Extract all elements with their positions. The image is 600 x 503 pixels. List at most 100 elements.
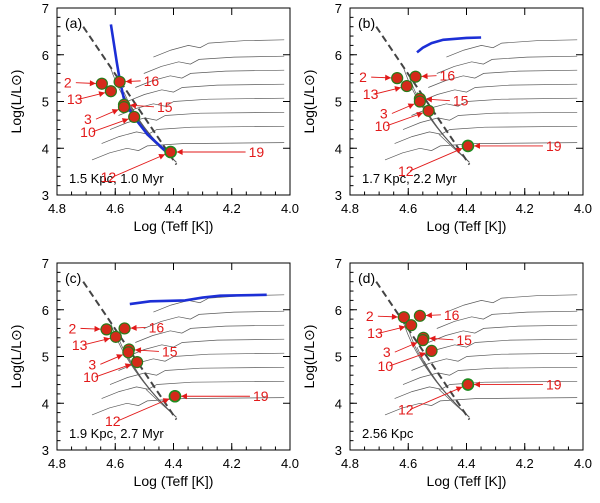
panel-annotation: 1.7 Kpc, 2.2 Myr [362, 171, 457, 186]
panel-d: 4.8 4.6 4.4 4.2 4.0 3 4 5 6 7 Log (Teff [K]) Log(L/… [301, 256, 592, 489]
y-tick-label: 5 [335, 350, 342, 365]
evolutionary-track [91, 397, 285, 416]
isochrone-line [130, 361, 177, 418]
star-label: 15 [157, 99, 173, 115]
x-tick-label: 4.6 [106, 456, 124, 471]
label-arrow [409, 386, 463, 410]
x-tick-label: 4.2 [516, 456, 534, 471]
arrow-head [385, 74, 392, 81]
label-arrow [386, 112, 424, 127]
evolutionary-track [384, 397, 578, 416]
x-tick-label: 4.8 [48, 456, 66, 471]
star-label: 2 [366, 308, 374, 324]
evolutionary-track [109, 366, 285, 385]
y-axis-label: Log(L/L⊙) [8, 70, 24, 134]
star-label: 12 [398, 402, 414, 418]
plot-area [375, 281, 578, 421]
star-label: 10 [378, 358, 394, 374]
star-label: 16 [144, 73, 160, 89]
arrow-head [180, 393, 187, 400]
evolutionary-track [446, 294, 578, 313]
arrow-head [410, 342, 418, 348]
blue-evolution-track [416, 36, 482, 54]
x-tick-label: 4.2 [516, 201, 534, 216]
arrow-head [116, 354, 123, 360]
y-tick-label: 4 [42, 141, 49, 156]
isochrone-line [416, 347, 470, 418]
star-marker [117, 101, 131, 114]
evolutionary-track [419, 83, 578, 102]
star-label: 16 [149, 319, 165, 335]
evolutionary-track [135, 324, 285, 343]
arrow-head [455, 386, 463, 393]
y-tick-label: 3 [335, 443, 342, 458]
y-tick-label: 5 [335, 95, 342, 110]
arrow-head [94, 325, 101, 332]
evolutionary-track [153, 39, 285, 58]
star-label: 2 [359, 69, 367, 85]
panel-tag: (a) [65, 15, 82, 31]
star-marker-open [168, 389, 182, 403]
star-marker [100, 323, 113, 336]
panel-b: 4.8 4.6 4.4 4.2 4.0 3 4 5 6 7 Log (Teff [K]) Log(L/… [301, 1, 592, 234]
evolutionary-track [394, 380, 578, 399]
x-axis-label: Log (Teff [K]) [427, 473, 507, 489]
star-label: 12 [101, 169, 117, 185]
star-marker-open [164, 145, 177, 159]
label-arrow [94, 363, 132, 378]
arrow-head [407, 103, 415, 109]
y-tick-label: 4 [42, 396, 49, 411]
y-tick-label: 7 [335, 256, 342, 271]
star-label: 3 [88, 356, 96, 372]
panel-annotation: 1.9 Kpc, 2.7 Myr [69, 426, 164, 441]
star-marker [95, 77, 108, 90]
label-arrow [389, 352, 427, 367]
star-marker [422, 104, 435, 117]
star-label: 19 [249, 144, 265, 160]
x-tick-label: 4.4 [164, 456, 182, 471]
star-label: 16 [440, 68, 456, 84]
arrow-head [425, 312, 433, 319]
x-tick-label: 4.8 [341, 456, 359, 471]
evolutionary-track [402, 111, 578, 130]
arrow-head [103, 336, 111, 343]
arrow-head [391, 313, 398, 320]
star-marker [391, 72, 404, 85]
label-arrow [92, 118, 129, 133]
arrow-head [130, 324, 137, 331]
plot-area [375, 26, 578, 166]
panel-annotation: 2.56 Kpc [362, 426, 414, 441]
evolutionary-track [118, 97, 285, 116]
star-label: 15 [456, 332, 472, 348]
x-tick-label: 4.0 [281, 456, 299, 471]
x-tick-label: 4.6 [106, 201, 124, 216]
evolutionary-track [101, 125, 285, 144]
label-arrow [409, 147, 463, 172]
star-marker-open [461, 378, 475, 391]
zams-dashed-line [82, 26, 178, 166]
evolutionary-track [402, 366, 578, 385]
star-label: 13 [363, 86, 379, 102]
panel-tag: (d) [358, 270, 375, 286]
panel-tag: (c) [65, 270, 81, 286]
y-axis-label: Log(L/L⊙) [301, 325, 317, 389]
evolutionary-track [91, 142, 285, 161]
evolutionary-track [428, 69, 578, 88]
y-tick-label: 6 [42, 303, 49, 318]
arrow-head [89, 80, 96, 87]
y-tick-label: 5 [42, 95, 49, 110]
star-label: 2 [69, 320, 77, 336]
blue-evolution-track [129, 293, 267, 306]
evolutionary-track [101, 380, 285, 399]
star-marker [409, 70, 422, 83]
x-tick-label: 4.0 [281, 201, 299, 216]
label-arrow [116, 398, 170, 422]
star-label: 19 [253, 388, 269, 404]
label-arrow [112, 153, 166, 178]
arrow-head [125, 78, 132, 85]
x-tick-label: 4.0 [574, 456, 592, 471]
evolutionary-track [143, 310, 285, 329]
star-label: 19 [546, 138, 562, 154]
y-tick-label: 3 [42, 188, 49, 203]
evolutionary-track [384, 142, 578, 161]
